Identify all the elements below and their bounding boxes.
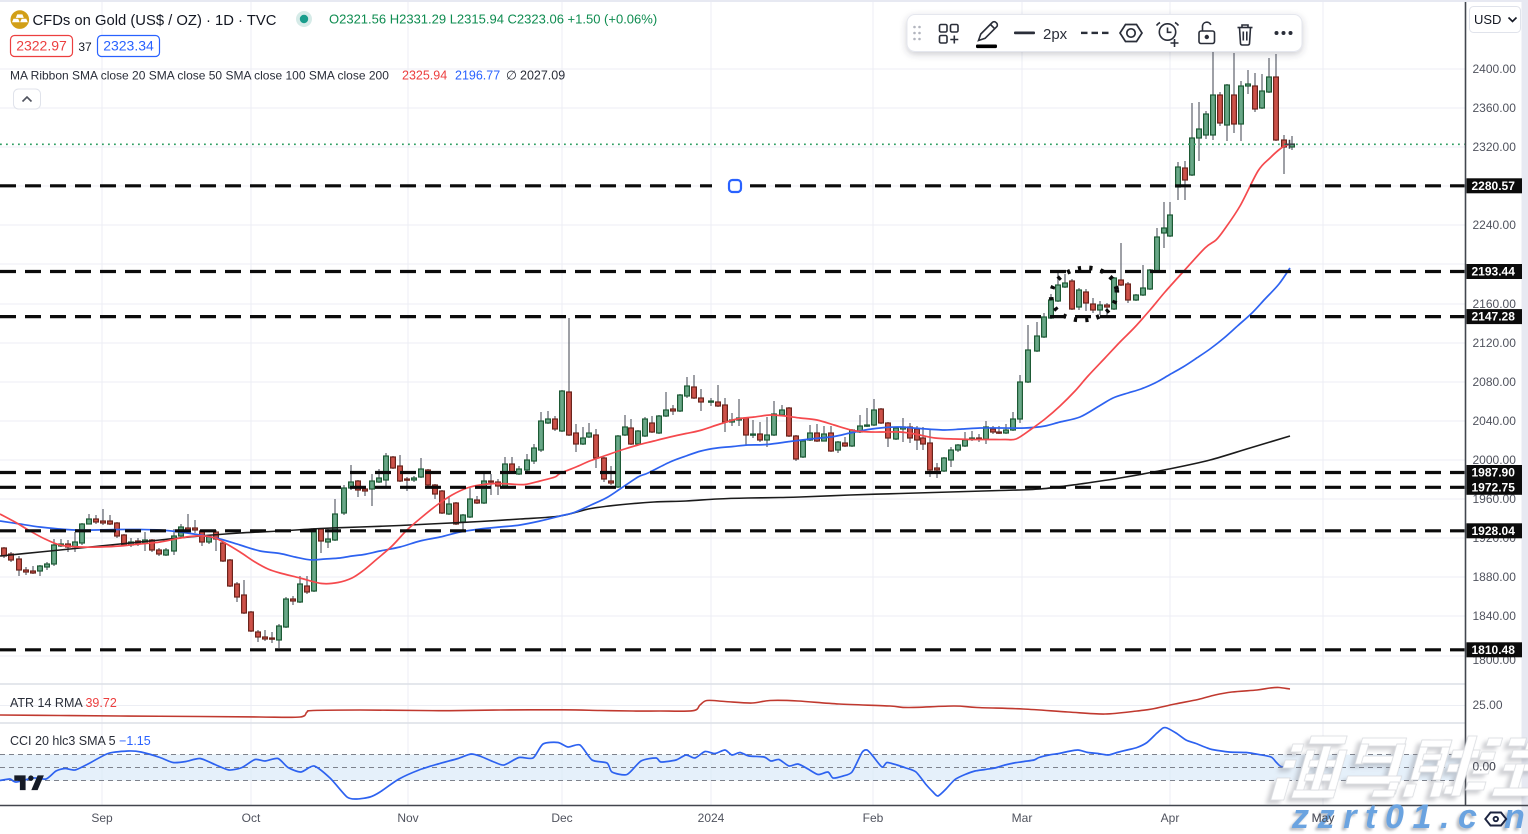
svg-text:CFDs on Gold (US$ / OZ) · 1D ·: CFDs on Gold (US$ / OZ) · 1D · TVC (33, 13, 277, 29)
svg-text:Oct: Oct (242, 811, 261, 825)
svg-text:Apr: Apr (1161, 811, 1180, 825)
svg-text:2325.94: 2325.94 (402, 69, 447, 83)
svg-text:37: 37 (78, 40, 92, 54)
svg-text:Feb: Feb (863, 811, 884, 825)
svg-text:ATR 14 RMA 39.72: ATR 14 RMA 39.72 (10, 696, 117, 710)
svg-text:1880.00: 1880.00 (1473, 570, 1517, 584)
svg-text:2240.00: 2240.00 (1473, 218, 1517, 232)
svg-text:2027.09: 2027.09 (520, 69, 565, 83)
svg-text:2024: 2024 (698, 811, 725, 825)
svg-text:2040.00: 2040.00 (1473, 414, 1517, 428)
svg-text:2147.28: 2147.28 (1472, 310, 1516, 324)
svg-text:May: May (1312, 811, 1335, 825)
svg-text:25.00: 25.00 (1473, 698, 1503, 712)
svg-text:n: n (1504, 798, 1525, 834)
svg-text:2160.00: 2160.00 (1473, 297, 1517, 311)
svg-text:2120.00: 2120.00 (1473, 336, 1517, 350)
svg-text:2400.00: 2400.00 (1473, 62, 1517, 76)
svg-text:Mar: Mar (1012, 811, 1033, 825)
svg-text:O2321.56 H2331.29 L2315.94 C23: O2321.56 H2331.29 L2315.94 C2323.06 +1.5… (329, 12, 657, 27)
svg-text:∅: ∅ (506, 69, 517, 83)
svg-text:1972.75: 1972.75 (1472, 480, 1516, 494)
svg-text:2360.00: 2360.00 (1473, 101, 1517, 115)
svg-text:Sep: Sep (91, 811, 113, 825)
svg-text:zzrt01.c: zzrt01.c (1291, 798, 1486, 834)
svg-text:Nov: Nov (397, 811, 418, 825)
svg-text:1840.00: 1840.00 (1473, 609, 1517, 623)
svg-text:2323.34: 2323.34 (103, 38, 154, 54)
svg-text:1928.04: 1928.04 (1472, 524, 1516, 538)
svg-text:Dec: Dec (551, 811, 572, 825)
svg-text:2196.77: 2196.77 (455, 69, 500, 83)
svg-text:2193.44: 2193.44 (1472, 265, 1516, 279)
svg-text:2322.97: 2322.97 (16, 38, 67, 54)
svg-text:2000.00: 2000.00 (1473, 453, 1517, 467)
svg-text:CCI 20 hlc3 SMA 5 −1.15: CCI 20 hlc3 SMA 5 −1.15 (10, 734, 151, 748)
svg-text:0.00: 0.00 (1473, 760, 1497, 774)
svg-text:May: May (1312, 811, 1335, 825)
svg-text:2px: 2px (1043, 26, 1068, 43)
svg-text:MA Ribbon SMA close 20 SMA clo: MA Ribbon SMA close 20 SMA close 50 SMA … (10, 69, 389, 83)
svg-text:1960.00: 1960.00 (1473, 492, 1517, 506)
svg-text:2280.57: 2280.57 (1472, 179, 1516, 193)
svg-text:1987.90: 1987.90 (1472, 466, 1516, 480)
svg-text:2080.00: 2080.00 (1473, 375, 1517, 389)
svg-text:2320.00: 2320.00 (1473, 140, 1517, 154)
svg-text:USD: USD (1474, 12, 1501, 27)
svg-text:1810.48: 1810.48 (1472, 643, 1516, 657)
